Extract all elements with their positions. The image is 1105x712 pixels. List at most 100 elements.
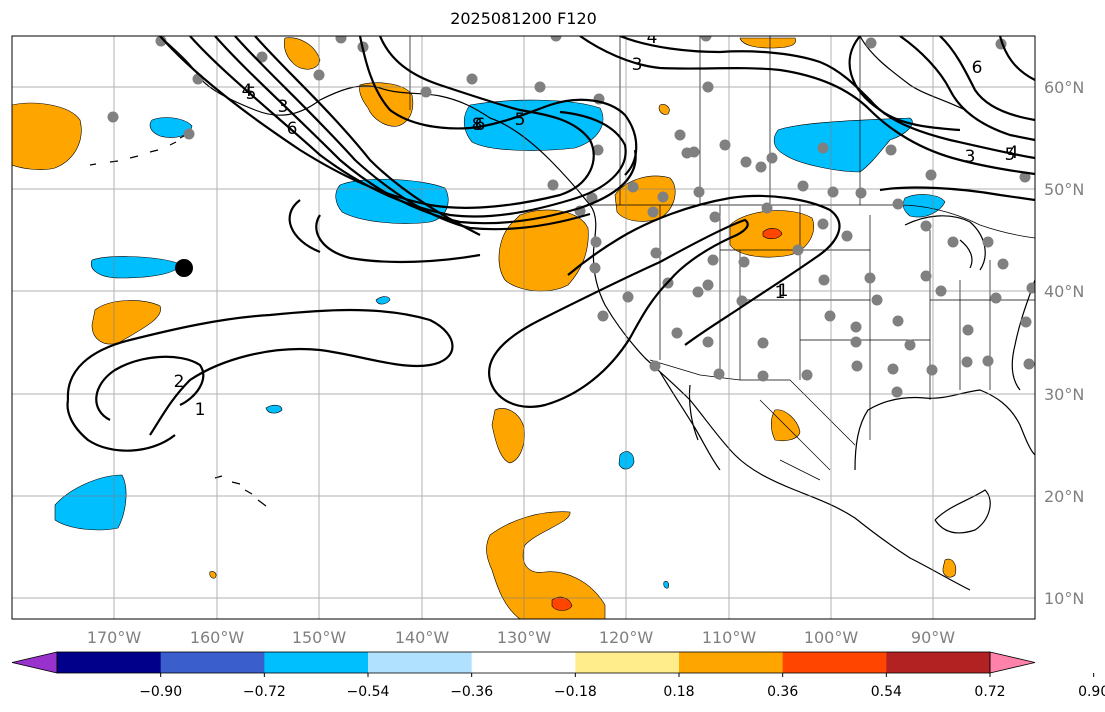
colorbar-segment <box>368 652 473 673</box>
colorbar-frame <box>56 651 991 674</box>
blue-area <box>54 474 127 531</box>
contour-line-4 <box>619 36 1035 160</box>
station-dot <box>757 370 769 382</box>
contour-line <box>159 36 595 209</box>
lon-tick-label: 150°W <box>292 628 347 647</box>
red-area <box>762 228 783 240</box>
station-dot <box>107 111 119 123</box>
station-dot <box>466 73 478 85</box>
contour-line <box>848 36 961 132</box>
lon-tick-label: 140°W <box>395 628 450 647</box>
station-dot <box>335 36 347 44</box>
colorbar-extend-high <box>989 651 1036 674</box>
station-dot <box>864 272 876 284</box>
station-dot <box>871 294 883 306</box>
blue-area <box>902 194 946 218</box>
station-dot <box>925 169 937 181</box>
station-dot <box>920 220 932 232</box>
station-dot <box>740 156 752 168</box>
station-dot <box>622 291 634 303</box>
station-dot <box>801 369 813 381</box>
hudson-bay <box>859 36 966 111</box>
lon-tick-label: 100°W <box>804 628 859 647</box>
lon-tick-label: 110°W <box>702 628 757 647</box>
east-coast <box>1011 279 1035 391</box>
contour-label: 5 <box>1005 145 1016 165</box>
lat-tick-label: 20°N <box>1044 487 1084 506</box>
station-dot <box>1020 316 1032 328</box>
station-dot <box>547 179 559 191</box>
lon-tick-label: 160°W <box>190 628 245 647</box>
gulf-coast <box>854 389 1035 471</box>
contour-line <box>189 36 627 218</box>
station-dot <box>550 36 562 42</box>
colorbar-tick-label: 0.54 <box>871 684 902 700</box>
station-dot <box>589 262 601 274</box>
station-dot <box>961 356 973 368</box>
mexico-states <box>759 399 831 481</box>
contour-label: 4 <box>647 28 658 48</box>
contour-line-1 <box>488 218 749 408</box>
colorbar-segment <box>160 652 265 673</box>
blue-area <box>335 178 449 224</box>
station-dot <box>755 161 767 173</box>
station-dot <box>693 186 705 198</box>
contour-line-1 <box>66 399 176 452</box>
lat-tick-label: 30°N <box>1044 385 1084 404</box>
station-dot <box>688 146 700 158</box>
contour-label: 3 <box>632 55 643 75</box>
station-dot <box>817 218 829 230</box>
station-dot <box>592 144 604 156</box>
station-dot <box>650 247 662 259</box>
station-dot <box>891 386 903 398</box>
contour-label: 5 <box>246 84 257 104</box>
baja-california <box>659 371 721 471</box>
station-dot <box>757 337 769 349</box>
station-dot <box>183 128 195 140</box>
colorbar-segment <box>782 652 887 673</box>
contour-line <box>879 186 1035 202</box>
station-dot <box>817 142 829 154</box>
contour-line-5 <box>899 36 1035 142</box>
contour-line <box>234 36 591 231</box>
colorbar-tick-label: −0.54 <box>347 684 390 700</box>
canada-provinces <box>619 36 861 205</box>
station-dot <box>657 191 669 203</box>
station-dot <box>702 336 714 348</box>
station-dot <box>865 37 877 49</box>
station-dot <box>671 327 683 339</box>
station-dot <box>761 202 773 214</box>
contour-label: 3 <box>965 147 976 167</box>
station-dot <box>649 360 661 372</box>
station-dot <box>256 51 268 63</box>
station-dot <box>997 258 1009 270</box>
colorbar: −0.90 −0.72 −0.54 −0.36 −0.18 0.18 0.36 0.54 0.7… <box>11 651 1105 700</box>
lon-tick-label: 170°W <box>87 628 142 647</box>
orange-area <box>942 558 957 578</box>
station-dot <box>700 36 712 42</box>
contour-label: 6 <box>475 115 486 135</box>
lat-tick-labels: 60°N 50°N 40°N 30°N 20°N 10°N <box>1044 78 1084 608</box>
colorbar-segment <box>886 652 991 673</box>
station-dot <box>590 236 602 248</box>
lat-tick-label: 60°N <box>1044 78 1084 97</box>
contour-label: 4 <box>1008 143 1019 163</box>
us-canada-border <box>590 204 1035 239</box>
station-dot <box>692 286 704 298</box>
lon-tick-label: 120°W <box>599 628 654 647</box>
station-dot <box>904 339 916 351</box>
red-area <box>551 596 573 611</box>
station-dot <box>892 315 904 327</box>
orange-area <box>283 37 321 70</box>
contour-line-1 <box>567 194 841 346</box>
contour-line <box>254 36 481 236</box>
contour-line-3 <box>579 36 1035 176</box>
blue-area <box>663 581 669 589</box>
station-dot <box>586 192 598 204</box>
contour-lines <box>66 36 1035 452</box>
station-dot <box>707 254 719 266</box>
station-dot <box>313 69 325 81</box>
orange-area <box>658 104 670 115</box>
